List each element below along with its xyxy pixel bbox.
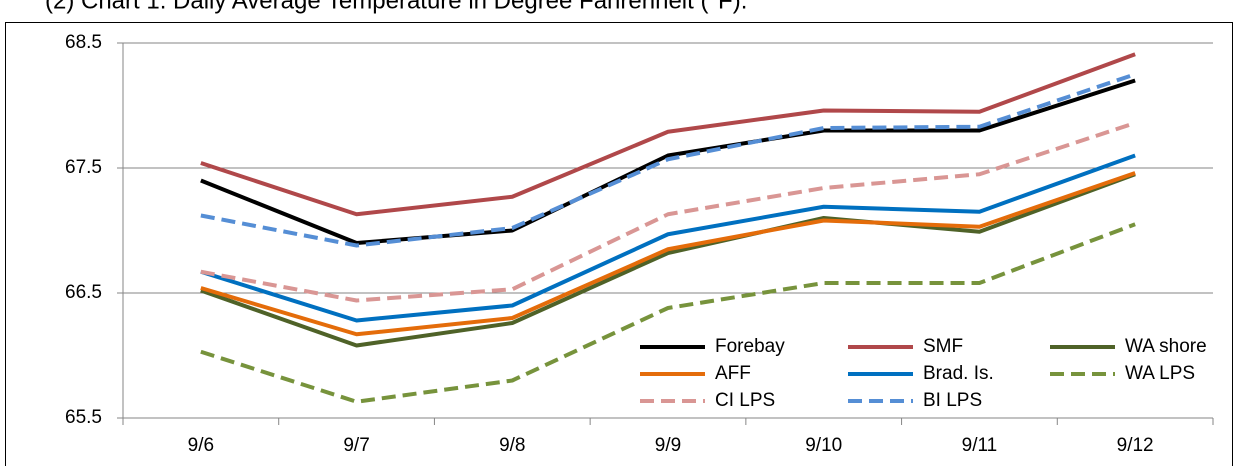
legend-label: Brad. Is. — [923, 363, 994, 384]
legend-label: WA shore — [1125, 336, 1207, 357]
chart-frame — [5, 22, 1233, 466]
y-tick-label: 66.5 — [65, 282, 102, 303]
y-tick-label: 68.5 — [65, 32, 102, 53]
series-line — [200, 153, 1136, 323]
series-line — [200, 52, 1136, 217]
legend-label: CI LPS — [715, 390, 775, 411]
x-tick-label: 9/12 — [1117, 435, 1154, 456]
x-tick-label: 9/7 — [343, 435, 369, 456]
x-tick-label: 9/10 — [805, 435, 842, 456]
legend-label: Forebay — [715, 336, 785, 357]
legend-label: BI LPS — [923, 390, 982, 411]
legend-label: WA LPS — [1125, 363, 1195, 384]
y-tick-label: 65.5 — [65, 407, 102, 428]
y-tick-label: 67.5 — [65, 157, 102, 178]
x-tick-label: 9/6 — [188, 435, 214, 456]
series-line — [200, 171, 1136, 337]
series-line — [200, 121, 1136, 303]
series-line — [200, 172, 1136, 348]
series-line — [200, 78, 1136, 245]
x-tick-label: 9/8 — [499, 435, 525, 456]
legend-label: SMF — [923, 336, 963, 357]
series-line — [200, 72, 1136, 248]
legend-label: AFF — [715, 363, 751, 384]
x-tick-label: 9/9 — [655, 435, 681, 456]
series-line — [200, 222, 1136, 404]
x-tick-label: 9/11 — [962, 435, 998, 456]
chart-title: (2) Chart 1. Daily Average Temperature i… — [45, 0, 747, 14]
